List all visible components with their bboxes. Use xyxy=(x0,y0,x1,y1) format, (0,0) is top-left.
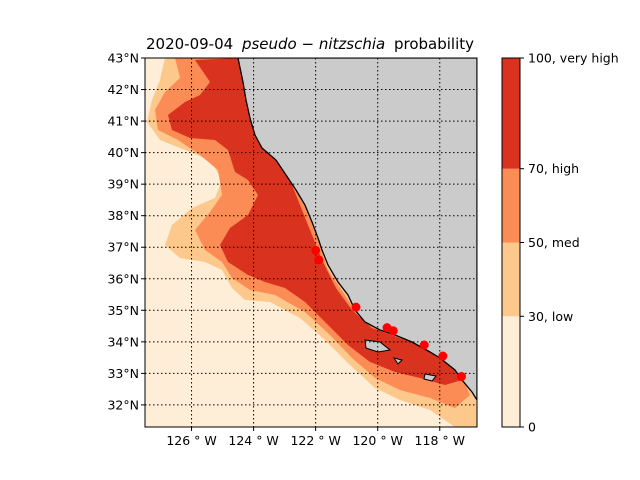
map-gridlines xyxy=(145,58,477,427)
station-marker xyxy=(388,326,398,336)
station-marker xyxy=(438,351,448,361)
lat-tick-label: 35°N xyxy=(107,303,139,318)
colorbar-segment xyxy=(502,58,520,169)
colorbar-segment xyxy=(502,242,520,317)
lon-tick-label: 120 ° W xyxy=(352,433,402,448)
lon-tick-label: 122 ° W xyxy=(290,433,340,448)
title-date: 2020-09-04 xyxy=(146,35,233,53)
colorbar-tick-label: 30, low xyxy=(528,309,573,324)
lat-tick-label: 37°N xyxy=(107,240,139,255)
colorbar-tick-label: 0 xyxy=(528,420,536,435)
map-title: 2020-09-04 pseudo − nitzschia probabilit… xyxy=(146,35,474,53)
colorbar-segment xyxy=(502,168,520,243)
lat-tick-label: 36°N xyxy=(107,271,139,286)
lon-tick-labels: 126 ° W 124 ° W 122 ° W 120 ° W 118 ° W xyxy=(166,427,465,448)
title-suffix: probability xyxy=(394,35,474,53)
lon-tick-label: 118 ° W xyxy=(415,433,465,448)
lat-tick-labels: 32°N 33°N 34°N 35°N 36°N 37°N 38°N 39°N 40°N 41°N… xyxy=(107,51,145,412)
title-species: pseudo − nitzschia xyxy=(241,35,385,53)
lon-tick-label: 124 ° W xyxy=(228,433,278,448)
station-marker xyxy=(311,245,321,255)
station-marker xyxy=(351,302,361,312)
observation-stations xyxy=(311,245,466,382)
station-marker xyxy=(456,372,466,382)
colorbar-tick-label: 50, med xyxy=(528,235,580,250)
lat-tick-label: 38°N xyxy=(107,208,139,223)
lat-tick-label: 39°N xyxy=(107,177,139,192)
map-frame xyxy=(144,57,478,428)
station-marker xyxy=(419,340,429,350)
lat-tick-label: 40°N xyxy=(107,145,139,160)
island xyxy=(392,357,403,365)
colorbar-tick-label: 100, very high xyxy=(528,51,619,66)
probability-band-high xyxy=(168,58,462,385)
lat-tick-label: 34°N xyxy=(107,334,139,349)
map-area xyxy=(145,58,477,427)
lat-tick-label: 32°N xyxy=(107,397,139,412)
colorbar-segment xyxy=(502,316,520,427)
colorbar-tick-label: 70, high xyxy=(528,161,579,176)
island xyxy=(423,373,437,382)
lat-tick-label: 33°N xyxy=(107,366,139,381)
lon-tick-label: 126 ° W xyxy=(166,433,216,448)
lat-tick-label: 41°N xyxy=(107,114,139,129)
station-marker xyxy=(314,255,324,265)
colorbar: 0 30, low 50, med 70, high 100, very high xyxy=(501,51,619,435)
lat-tick-label: 42°N xyxy=(107,82,139,97)
lat-tick-label: 43°N xyxy=(107,51,139,66)
